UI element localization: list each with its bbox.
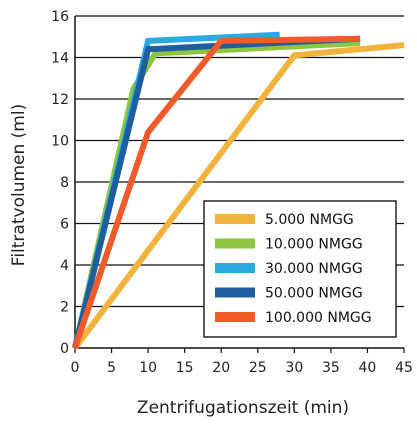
y-axis-title: Filtratvolumen (ml) bbox=[9, 104, 29, 266]
axes bbox=[74, 16, 405, 353]
y-tick-label: 4 bbox=[60, 258, 69, 274]
legend-label: 5.000 NMGG bbox=[265, 212, 354, 228]
y-tick-label: 14 bbox=[51, 51, 69, 67]
legend-label: 30.000 NMGG bbox=[265, 261, 363, 277]
y-tick-label: 0 bbox=[60, 341, 69, 357]
y-tick-label: 12 bbox=[51, 92, 69, 108]
y-tick-label: 10 bbox=[51, 134, 69, 150]
x-tick-label: 45 bbox=[395, 360, 413, 376]
y-tick-labels: 0 2 4 6 8 10 12 14 16 bbox=[51, 9, 69, 357]
legend-label: 100.000 NMGG bbox=[265, 310, 372, 326]
x-tick-label: 20 bbox=[212, 360, 230, 376]
legend-swatch bbox=[215, 287, 255, 298]
legend-swatch bbox=[215, 312, 255, 322]
x-tick-label: 10 bbox=[139, 360, 157, 376]
x-tick-label: 40 bbox=[359, 360, 377, 376]
series-line bbox=[72, 35, 361, 349]
legend-swatch bbox=[215, 214, 255, 224]
y-tick-label: 2 bbox=[60, 300, 69, 316]
x-tick-label: 35 bbox=[322, 360, 340, 376]
y-tick-label: 16 bbox=[51, 9, 69, 25]
x-tick-label: 15 bbox=[176, 360, 194, 376]
legend-swatch bbox=[215, 263, 255, 273]
legend-swatch bbox=[215, 238, 255, 249]
y-tick-label: 8 bbox=[60, 175, 69, 191]
legend: 5.000 NMGG 10.000 NMGG 30.000 NMGG 50.000 N… bbox=[203, 200, 397, 338]
x-tick-label: 0 bbox=[71, 360, 80, 376]
x-tick-label: 5 bbox=[107, 360, 116, 376]
y-tick-label: 6 bbox=[60, 217, 69, 233]
series-lines bbox=[72, 31, 405, 350]
x-tick-label: 30 bbox=[285, 360, 303, 376]
x-axis-title: Zentrifugationszeit (min) bbox=[137, 398, 349, 418]
x-tick-labels: 0 5 10 15 20 25 30 35 40 45 bbox=[71, 360, 413, 376]
legend-label: 10.000 NMGG bbox=[265, 237, 363, 253]
series-line bbox=[72, 42, 405, 350]
legend-label: 50.000 NMGG bbox=[265, 286, 363, 302]
x-tick-label: 25 bbox=[249, 360, 267, 376]
